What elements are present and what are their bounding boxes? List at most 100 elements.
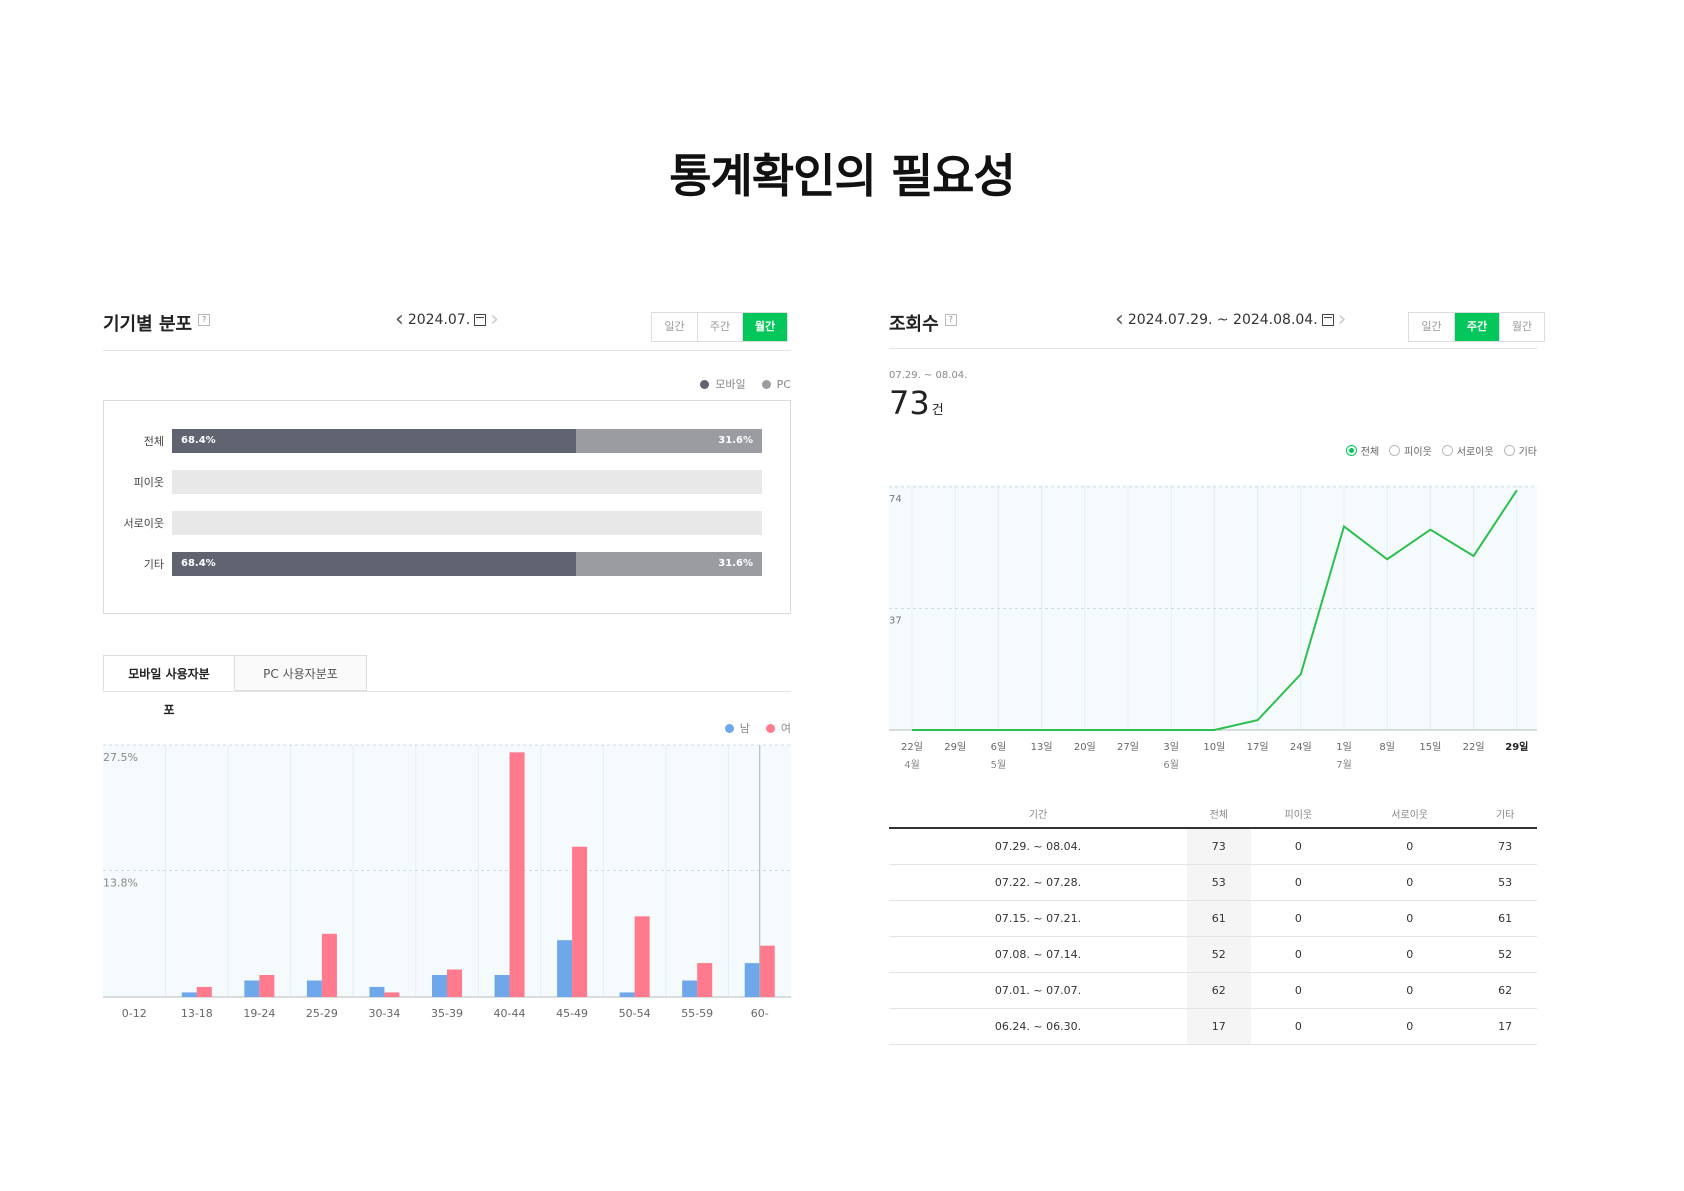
x-tick-label: 27일 xyxy=(1117,741,1139,753)
x-tick-label: 13일 xyxy=(1031,741,1053,753)
stack-row: 서로이웃 xyxy=(104,511,792,535)
stack-segment-pc: 31.6% xyxy=(575,552,762,576)
bar-male[interactable] xyxy=(369,986,385,997)
bar-female[interactable] xyxy=(509,752,525,997)
table-cell: 07.01. ~ 07.07. xyxy=(889,972,1187,1009)
radio-icon[interactable] xyxy=(1503,445,1515,456)
next-arrow-icon[interactable]: › xyxy=(490,307,499,332)
bar-male[interactable] xyxy=(619,992,635,997)
bar-male[interactable] xyxy=(181,992,197,997)
views-panel: 조회수? ‹ 2024.07.29. ~ 2024.08.04. › 일간 주간 월… xyxy=(889,300,1545,1045)
x-tick-label: 3일 xyxy=(1163,741,1179,753)
table-cell: 07.08. ~ 07.14. xyxy=(889,936,1187,973)
period-button-2[interactable]: 월간 xyxy=(742,313,787,341)
stack-category-label: 전체 xyxy=(143,435,164,448)
table-cell: 73 xyxy=(1473,828,1537,865)
divider xyxy=(103,350,791,351)
table-row: 07.29. ~ 08.04. 73 0 0 73 xyxy=(889,828,1537,865)
prev-arrow-icon[interactable]: ‹ xyxy=(1115,307,1124,332)
legend-label: 남 xyxy=(739,722,750,735)
table-row: 06.24. ~ 06.30. 17 0 0 17 xyxy=(889,1008,1537,1045)
legend-dot-icon xyxy=(700,379,710,389)
bar-male[interactable] xyxy=(744,963,760,997)
y-tick-label: 74 xyxy=(889,494,902,505)
table-row: 07.01. ~ 07.07. 62 0 0 62 xyxy=(889,972,1537,1009)
radio-icon[interactable] xyxy=(1389,445,1401,456)
series-line-total[interactable] xyxy=(912,489,1518,731)
views-line-chart: 74 37 22일 4월 29일 6일 5월 13일 20일 27일 3일 6월 10일 17일 24일 1일… xyxy=(889,485,1537,771)
bar-male[interactable] xyxy=(557,940,573,997)
bar-female[interactable] xyxy=(634,916,650,997)
filter-radio-0[interactable]: 전체 xyxy=(1345,443,1379,458)
bar-male[interactable] xyxy=(244,980,260,997)
bar-female[interactable] xyxy=(196,986,212,997)
help-icon[interactable]: ? xyxy=(198,314,211,326)
bar-female[interactable] xyxy=(321,933,337,997)
user-distribution-tabs: 모바일 사용자분포 PC 사용자분포 xyxy=(103,655,367,717)
table-cell: 0 xyxy=(1250,864,1347,901)
legend-item: 여 xyxy=(765,720,791,736)
bar-female[interactable] xyxy=(447,969,462,997)
x-tick-label: 50-54 xyxy=(619,1007,651,1020)
table-cell: 0 xyxy=(1346,936,1474,973)
x-tick-label: 29일 xyxy=(944,741,966,753)
calendar-icon[interactable] xyxy=(474,314,487,326)
filter-radio-3[interactable]: 기타 xyxy=(1503,443,1537,458)
x-tick-label: 24일 xyxy=(1290,741,1312,753)
period-toggle: 일간 주간 월간 xyxy=(1408,312,1545,342)
x-tick-label: 15일 xyxy=(1419,741,1441,753)
table-cell: 0 xyxy=(1346,864,1474,901)
stack-track: 68.4% 31.6% xyxy=(172,552,762,576)
device-distribution-title: 기기별 분포? xyxy=(103,310,211,336)
filter-label: 서로이웃 xyxy=(1456,447,1494,458)
bar-male[interactable] xyxy=(494,975,510,997)
legend-dot-icon xyxy=(765,723,775,733)
kpi-period: 07.29. ~ 08.04. xyxy=(889,370,968,381)
period-button-2[interactable]: 월간 xyxy=(1499,313,1544,341)
legend-dot-icon xyxy=(761,379,771,389)
calendar-icon[interactable] xyxy=(1321,314,1334,326)
bar-male[interactable] xyxy=(306,980,322,997)
x-tick-label: 13-18 xyxy=(181,1007,213,1020)
next-arrow-icon[interactable]: › xyxy=(1337,307,1347,332)
column-header: 피이웃 xyxy=(1250,800,1347,829)
period-button-0[interactable]: 일간 xyxy=(652,313,697,341)
x-tick-label: 40-44 xyxy=(494,1007,526,1020)
period-button-0[interactable]: 일간 xyxy=(1409,313,1454,341)
filter-radio-1[interactable]: 피이웃 xyxy=(1389,443,1432,458)
x-tick-label: 20일 xyxy=(1074,741,1096,753)
bar-female[interactable] xyxy=(259,975,275,997)
stack-segment-pc: 31.6% xyxy=(575,429,762,453)
prev-arrow-icon[interactable]: ‹ xyxy=(395,307,404,332)
x-tick-label: 25-29 xyxy=(306,1007,338,1020)
bar-female[interactable] xyxy=(697,963,713,997)
radio-icon[interactable] xyxy=(1345,445,1357,456)
tab-1[interactable]: PC 사용자분포 xyxy=(235,655,367,691)
stack-track xyxy=(172,470,762,494)
period-button-1[interactable]: 주간 xyxy=(697,313,742,341)
table-cell: 0 xyxy=(1250,900,1347,937)
stack-track xyxy=(172,511,762,535)
y-tick-label: 27.5% xyxy=(103,751,138,764)
x-sub-label: 4월 xyxy=(904,759,920,771)
table-row: 07.08. ~ 07.14. 52 0 0 52 xyxy=(889,936,1537,973)
x-tick-label: 0-12 xyxy=(122,1007,147,1020)
bar-female[interactable] xyxy=(384,992,400,997)
column-header: 기타 xyxy=(1473,800,1537,829)
table-cell: 53 xyxy=(1186,864,1251,901)
bar-female[interactable] xyxy=(572,846,588,997)
bar-male[interactable] xyxy=(682,980,698,997)
legend-item: PC xyxy=(761,378,791,391)
filter-radio-2[interactable]: 서로이웃 xyxy=(1441,443,1494,458)
date-label: 2024.07. xyxy=(407,312,471,328)
bar-female[interactable] xyxy=(759,945,775,997)
table-row: 07.22. ~ 07.28. 53 0 0 53 xyxy=(889,864,1537,901)
period-button-1[interactable]: 주간 xyxy=(1454,313,1499,341)
help-icon[interactable]: ? xyxy=(944,314,957,326)
legend-label: 모바일 xyxy=(715,378,746,391)
radio-icon[interactable] xyxy=(1441,445,1453,456)
bar-male[interactable] xyxy=(432,975,447,997)
tab-0[interactable]: 모바일 사용자분포 xyxy=(103,655,235,717)
divider xyxy=(889,348,1537,349)
views-title-text: 조회수 xyxy=(889,314,939,335)
